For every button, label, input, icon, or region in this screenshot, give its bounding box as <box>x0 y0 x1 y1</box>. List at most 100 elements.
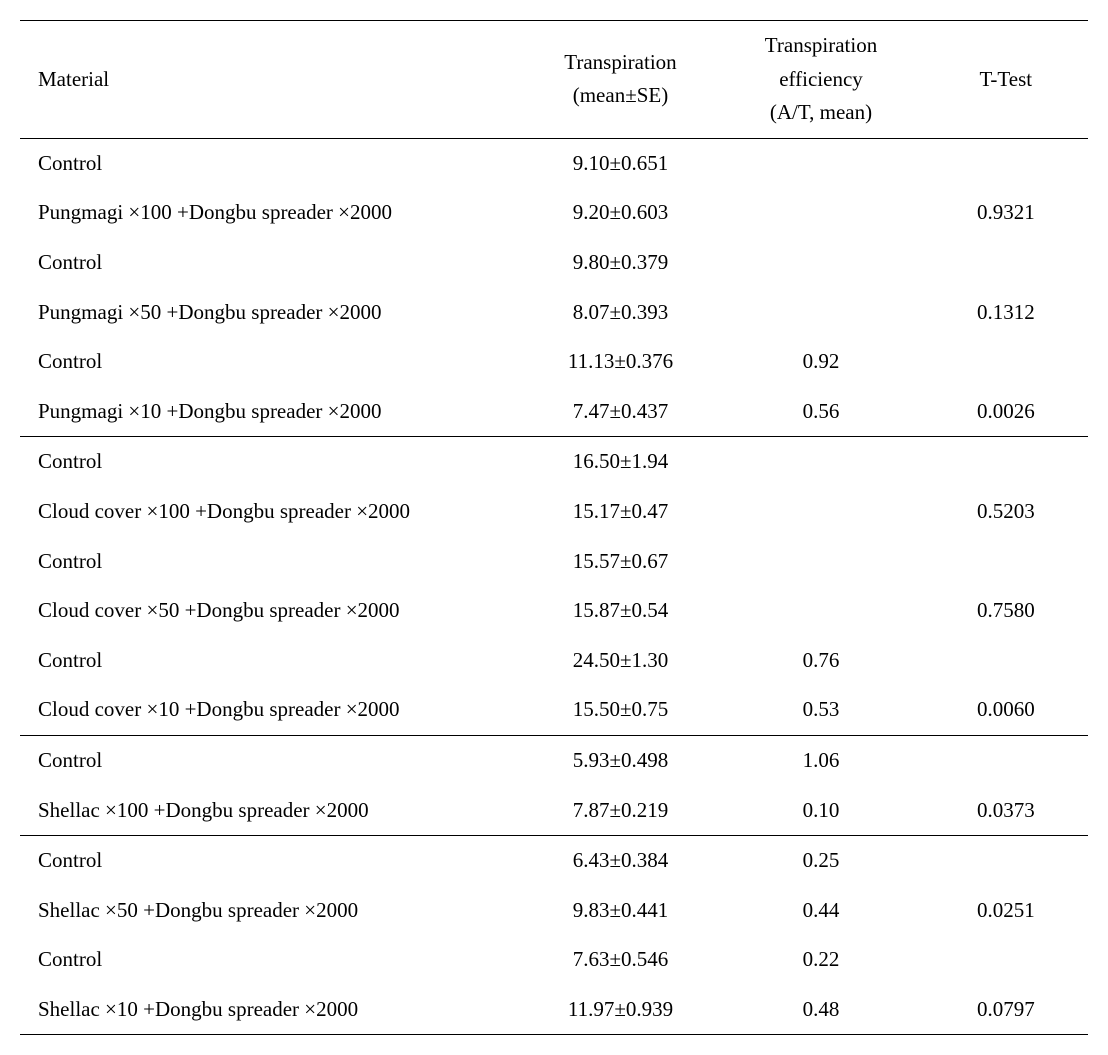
cell-transpiration: 24.50±1.30 <box>523 636 719 686</box>
table-body: Control9.10±0.651Pungmagi ×100 +Dongbu s… <box>20 138 1088 1035</box>
cell-ttest <box>924 437 1088 487</box>
table-row: Shellac ×50 +Dongbu spreader ×20009.83±0… <box>20 886 1088 936</box>
cell-ttest: 0.0251 <box>924 886 1088 936</box>
cell-efficiency <box>718 188 923 238</box>
cell-transpiration: 11.97±0.939 <box>523 985 719 1035</box>
table-row: Control11.13±0.3760.92 <box>20 337 1088 387</box>
cell-transpiration: 9.10±0.651 <box>523 138 719 188</box>
cell-material: Control <box>20 836 523 886</box>
cell-ttest <box>924 935 1088 985</box>
cell-efficiency: 0.56 <box>718 387 923 437</box>
cell-ttest: 0.7580 <box>924 586 1088 636</box>
cell-transpiration: 9.80±0.379 <box>523 238 719 288</box>
cell-material: Control <box>20 636 523 686</box>
table-row: Cloud cover ×50 +Dongbu spreader ×200015… <box>20 586 1088 636</box>
cell-ttest: 0.0373 <box>924 786 1088 836</box>
header-efficiency-line1: Transpiration <box>728 29 913 63</box>
cell-transpiration: 15.50±0.75 <box>523 685 719 735</box>
cell-efficiency: 0.25 <box>718 836 923 886</box>
cell-transpiration: 11.13±0.376 <box>523 337 719 387</box>
cell-material: Shellac ×10 +Dongbu spreader ×2000 <box>20 985 523 1035</box>
table-row: Control16.50±1.94 <box>20 437 1088 487</box>
cell-ttest: 0.5203 <box>924 487 1088 537</box>
table-row: Shellac ×10 +Dongbu spreader ×200011.97±… <box>20 985 1088 1035</box>
cell-efficiency <box>718 138 923 188</box>
cell-transpiration: 8.07±0.393 <box>523 288 719 338</box>
cell-ttest: 0.9321 <box>924 188 1088 238</box>
header-ttest-text: T-Test <box>980 67 1033 91</box>
cell-material: Cloud cover ×50 +Dongbu spreader ×2000 <box>20 586 523 636</box>
cell-material: Control <box>20 138 523 188</box>
header-efficiency-line3: (A/T, mean) <box>728 96 913 130</box>
cell-ttest <box>924 337 1088 387</box>
cell-material: Control <box>20 437 523 487</box>
cell-efficiency <box>718 238 923 288</box>
cell-ttest <box>924 735 1088 785</box>
table-row: Shellac ×100 +Dongbu spreader ×20007.87±… <box>20 786 1088 836</box>
table-header-row: Material Transpiration (mean±SE) Transpi… <box>20 21 1088 139</box>
table-row: Cloud cover ×100 +Dongbu spreader ×20001… <box>20 487 1088 537</box>
cell-ttest <box>924 138 1088 188</box>
cell-transpiration: 15.57±0.67 <box>523 537 719 587</box>
cell-material: Pungmagi ×100 +Dongbu spreader ×2000 <box>20 188 523 238</box>
cell-ttest: 0.0797 <box>924 985 1088 1035</box>
cell-transpiration: 7.63±0.546 <box>523 935 719 985</box>
table-row: Pungmagi ×10 +Dongbu spreader ×20007.47±… <box>20 387 1088 437</box>
cell-material: Control <box>20 537 523 587</box>
cell-ttest <box>924 238 1088 288</box>
cell-efficiency: 0.92 <box>718 337 923 387</box>
cell-transpiration: 9.20±0.603 <box>523 188 719 238</box>
cell-material: Control <box>20 735 523 785</box>
cell-transpiration: 5.93±0.498 <box>523 735 719 785</box>
cell-transpiration: 16.50±1.94 <box>523 437 719 487</box>
header-material: Material <box>20 21 523 139</box>
cell-ttest: 0.1312 <box>924 288 1088 338</box>
cell-efficiency: 0.44 <box>718 886 923 936</box>
cell-efficiency: 0.22 <box>718 935 923 985</box>
cell-material: Control <box>20 935 523 985</box>
header-transpiration-line1: Transpiration <box>533 46 709 80</box>
cell-ttest: 0.0060 <box>924 685 1088 735</box>
table-row: Control6.43±0.3840.25 <box>20 836 1088 886</box>
cell-material: Shellac ×50 +Dongbu spreader ×2000 <box>20 886 523 936</box>
cell-material: Shellac ×100 +Dongbu spreader ×2000 <box>20 786 523 836</box>
cell-efficiency: 0.10 <box>718 786 923 836</box>
header-ttest: T-Test <box>924 21 1088 139</box>
cell-material: Control <box>20 337 523 387</box>
cell-efficiency <box>718 586 923 636</box>
header-transpiration-line2: (mean±SE) <box>533 79 709 113</box>
cell-efficiency: 0.76 <box>718 636 923 686</box>
cell-ttest <box>924 537 1088 587</box>
header-transpiration: Transpiration (mean±SE) <box>523 21 719 139</box>
cell-material: Control <box>20 238 523 288</box>
table-row: Pungmagi ×50 +Dongbu spreader ×20008.07±… <box>20 288 1088 338</box>
table-row: Pungmagi ×100 +Dongbu spreader ×20009.20… <box>20 188 1088 238</box>
cell-ttest: 0.0026 <box>924 387 1088 437</box>
cell-efficiency: 0.48 <box>718 985 923 1035</box>
cell-efficiency <box>718 437 923 487</box>
cell-ttest <box>924 636 1088 686</box>
cell-transpiration: 7.47±0.437 <box>523 387 719 437</box>
cell-transpiration: 15.87±0.54 <box>523 586 719 636</box>
cell-material: Pungmagi ×50 +Dongbu spreader ×2000 <box>20 288 523 338</box>
cell-efficiency <box>718 537 923 587</box>
cell-efficiency: 1.06 <box>718 735 923 785</box>
table-row: Control24.50±1.300.76 <box>20 636 1088 686</box>
cell-transpiration: 15.17±0.47 <box>523 487 719 537</box>
cell-efficiency <box>718 288 923 338</box>
header-material-text: Material <box>38 67 109 91</box>
cell-material: Pungmagi ×10 +Dongbu spreader ×2000 <box>20 387 523 437</box>
cell-efficiency: 0.53 <box>718 685 923 735</box>
table-row: Control9.10±0.651 <box>20 138 1088 188</box>
data-table: Material Transpiration (mean±SE) Transpi… <box>20 20 1088 1035</box>
header-efficiency-line2: efficiency <box>728 63 913 97</box>
table-row: Control7.63±0.5460.22 <box>20 935 1088 985</box>
cell-transpiration: 6.43±0.384 <box>523 836 719 886</box>
cell-transpiration: 9.83±0.441 <box>523 886 719 936</box>
header-efficiency: Transpiration efficiency (A/T, mean) <box>718 21 923 139</box>
cell-transpiration: 7.87±0.219 <box>523 786 719 836</box>
cell-ttest <box>924 836 1088 886</box>
cell-material: Cloud cover ×10 +Dongbu spreader ×2000 <box>20 685 523 735</box>
table-row: Cloud cover ×10 +Dongbu spreader ×200015… <box>20 685 1088 735</box>
table-row: Control9.80±0.379 <box>20 238 1088 288</box>
